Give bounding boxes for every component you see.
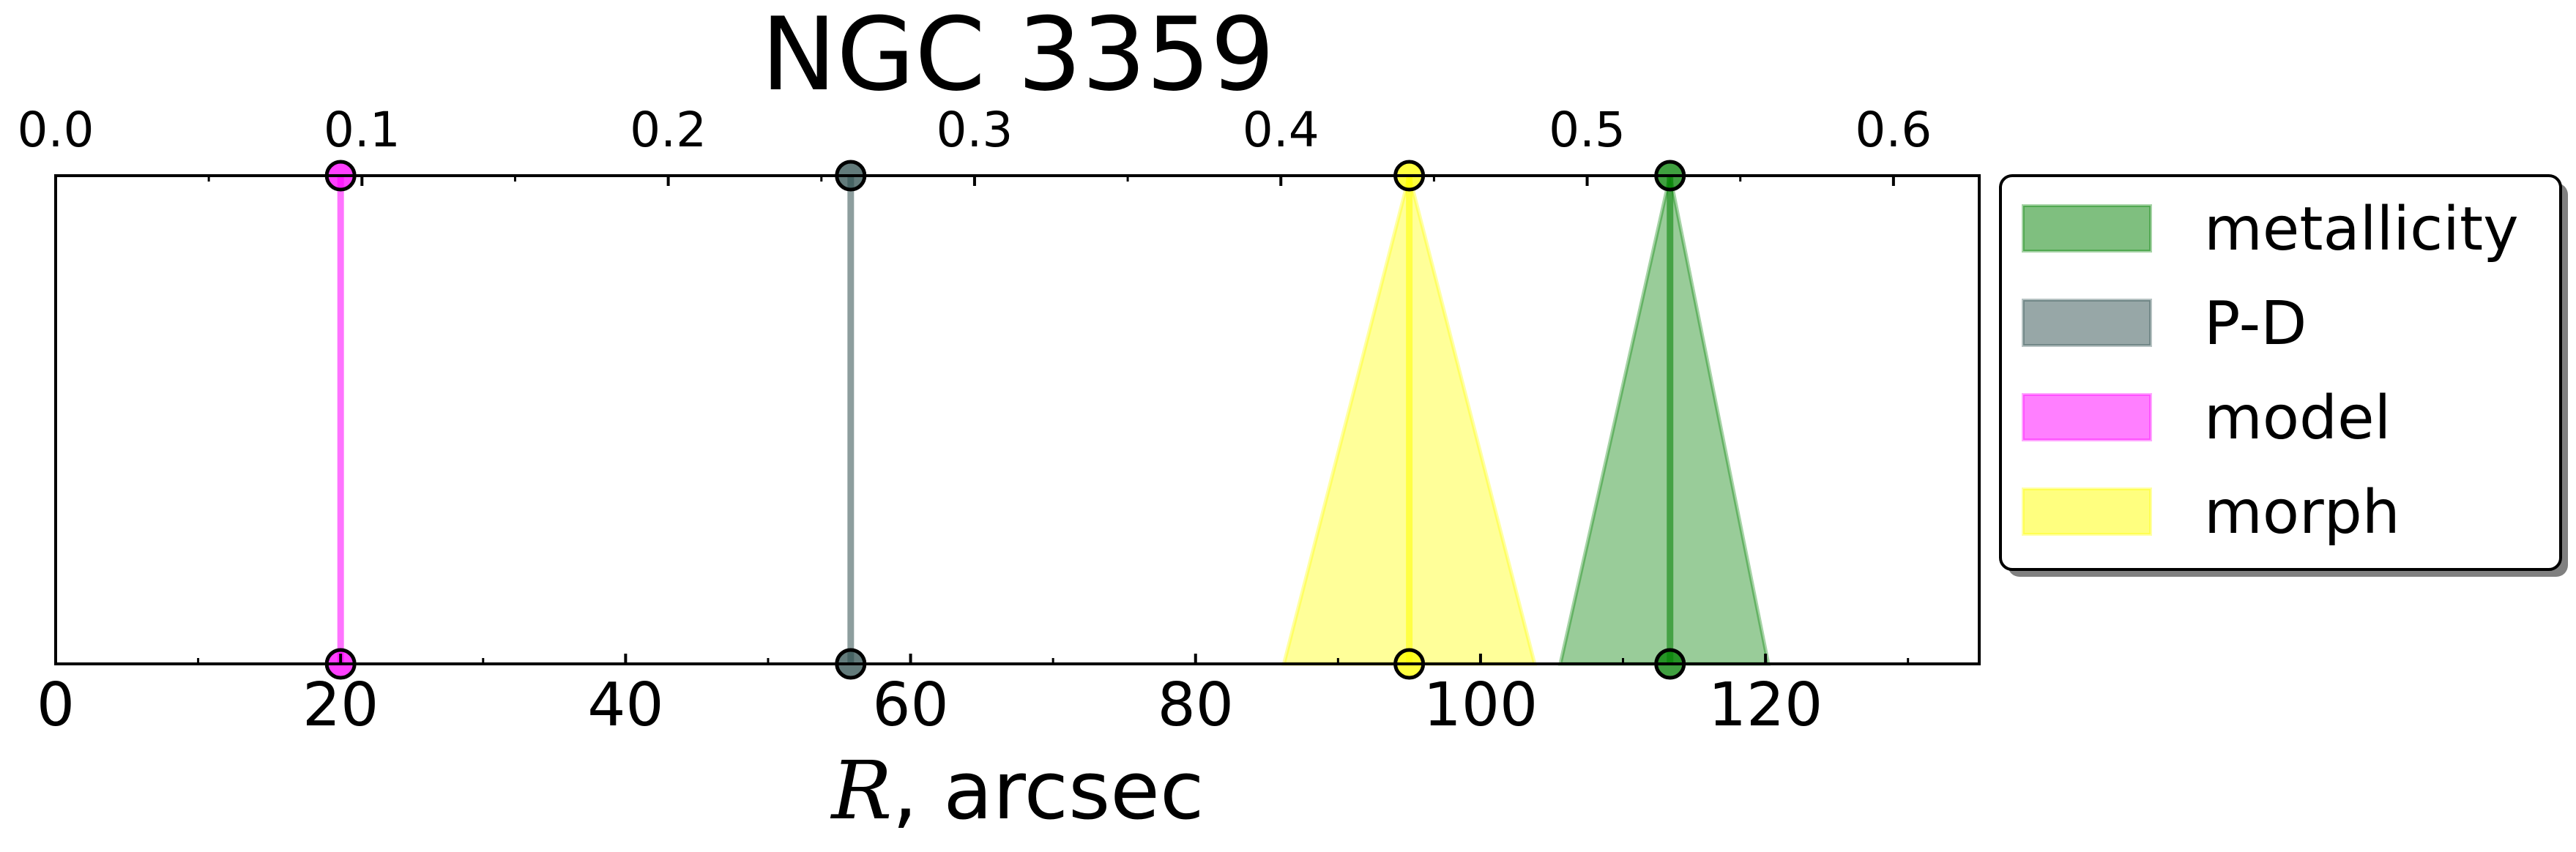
top-tick-label: 0.4	[1243, 102, 1319, 158]
legend-swatch-p-d	[2022, 299, 2152, 347]
x-tick-label: 20	[302, 670, 379, 740]
x-axis-label: R, arcsec	[830, 744, 1205, 837]
legend-label-metallicity: metallicity	[2204, 195, 2519, 264]
legend-label-p-d: P-D	[2204, 289, 2307, 359]
legend-box	[1999, 174, 2562, 571]
x-tick-label: 80	[1158, 670, 1234, 740]
series-band-metallicity	[1557, 175, 1771, 666]
x-tick-label: 40	[587, 670, 663, 740]
top-tick-label: 0.0	[18, 102, 94, 158]
legend-swatch-morph	[2022, 487, 2152, 536]
x-tick-label: 100	[1423, 670, 1538, 740]
x-axis-label-text: , arcsec	[892, 744, 1204, 837]
top-axis: 0.0 0.1 0.2 0.3 0.4 0.5 0.6	[18, 102, 1932, 186]
top-tick-label: 0.1	[324, 102, 401, 158]
chart-title: NGC 3359	[761, 0, 1275, 113]
legend-swatch-metallicity	[2022, 204, 2152, 253]
legend: metallicity P-D model morph	[1999, 174, 2568, 577]
bottom-axis: 0 20 40 60 80 100 120	[37, 654, 1910, 740]
series-bands	[337, 175, 1771, 666]
x-tick-label: 60	[872, 670, 948, 740]
x-axis-label-symbol: R	[830, 744, 893, 837]
plot-frame	[54, 174, 1981, 665]
top-tick-label: 0.2	[630, 102, 707, 158]
legend-label-model: model	[2204, 384, 2391, 453]
legend-label-morph: morph	[2204, 478, 2400, 548]
top-tick-label: 0.6	[1855, 102, 1932, 158]
x-tick-label: 120	[1708, 670, 1823, 740]
top-tick-label: 0.3	[936, 102, 1013, 158]
x-tick-label: 0	[37, 670, 75, 740]
top-tick-label: 0.5	[1549, 102, 1626, 158]
legend-swatch-model	[2022, 393, 2152, 441]
legend-entries: metallicity P-D model morph	[2022, 195, 2519, 548]
